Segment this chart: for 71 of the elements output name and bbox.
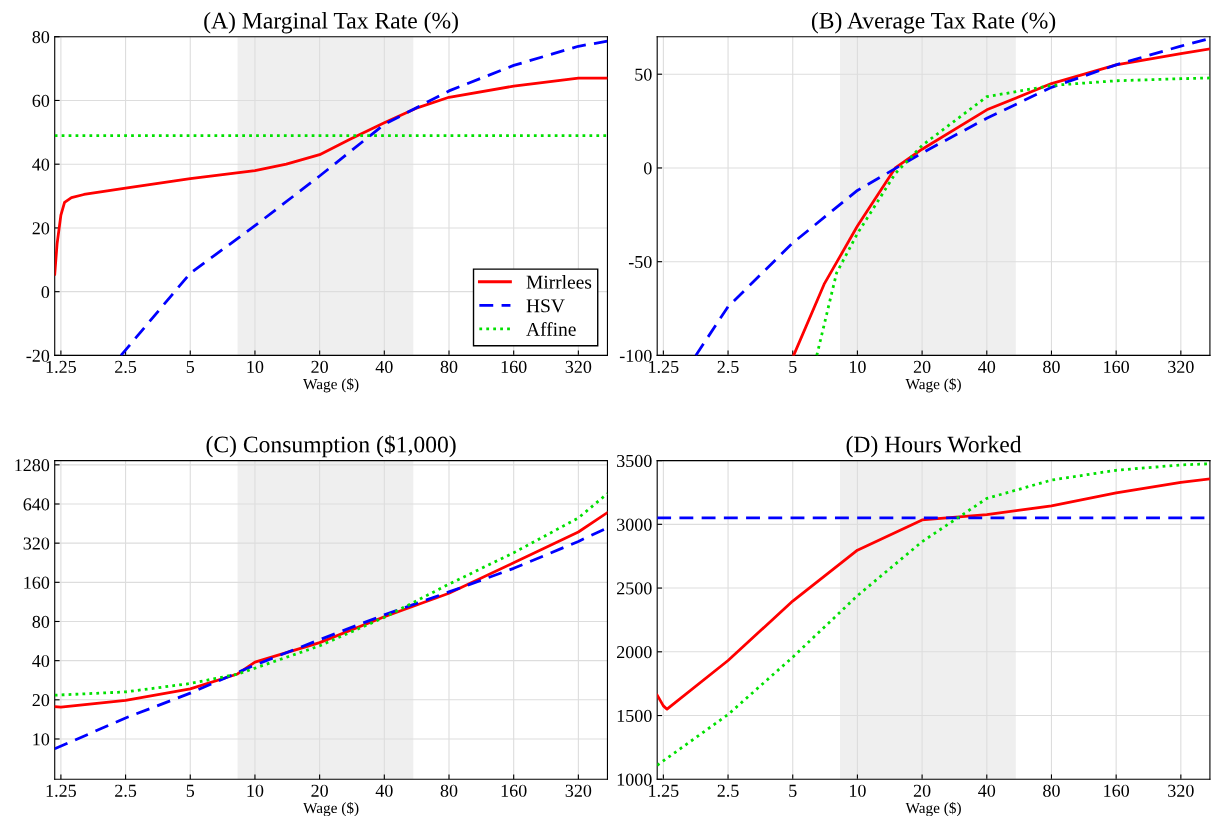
y-tick-label: 10	[33, 733, 50, 746]
x-tick-label: 80	[440, 784, 458, 797]
x-tick-label: 20	[311, 360, 328, 373]
x-tick-label: 160	[501, 360, 527, 373]
y-tick-label: 2000	[617, 646, 652, 659]
x-tick-label: 1.25	[649, 784, 679, 797]
x-axis-title: Wage ($)	[303, 801, 359, 816]
y-tick-label: 320	[23, 537, 50, 550]
x-tick-label: 20	[913, 360, 931, 373]
y-tick-label: 1280	[15, 459, 50, 472]
x-tick-label: 2.5	[115, 784, 137, 797]
legend-label: Mirrlees	[526, 275, 592, 289]
x-tick-label: 40	[375, 784, 393, 797]
x-tick-label: 40	[978, 784, 996, 797]
x-tick-label: 20	[913, 784, 931, 797]
x-axis-title: Wage ($)	[905, 801, 961, 816]
x-tick-label: 5	[789, 784, 797, 797]
x-tick-label: 160	[501, 784, 527, 797]
y-tick-label: 160	[24, 576, 50, 589]
x-tick-label: 2.5	[115, 360, 137, 374]
y-tick-label: 40	[32, 158, 50, 171]
x-tick-label: 80	[440, 360, 458, 373]
y-tick-label: -20	[26, 349, 50, 362]
legend-label: HSV	[526, 299, 565, 313]
y-tick-label: 0	[41, 285, 50, 299]
x-tick-label: 320	[565, 360, 592, 373]
chart-title: (C) Consumption ($1,000)	[206, 435, 456, 458]
y-tick-label: 2500	[617, 582, 652, 595]
y-tick-label: 50	[635, 68, 652, 81]
y-tick-label: 3500	[617, 454, 652, 468]
legend-label: Affine	[526, 322, 576, 336]
y-tick-label: 20	[32, 222, 50, 235]
y-tick-label: -100	[619, 349, 652, 362]
x-tick-label: 320	[1168, 784, 1194, 797]
y-tick-label: 1000	[617, 773, 652, 786]
y-tick-label: 0	[643, 162, 652, 175]
x-tick-label: 20	[311, 784, 328, 797]
x-tick-label: 1.25	[649, 360, 679, 374]
x-tick-label: 1.25	[46, 784, 76, 797]
x-tick-label: 5	[789, 360, 797, 373]
x-tick-label: 80	[1043, 360, 1060, 373]
y-tick-label: 1500	[617, 709, 652, 722]
x-tick-label: 1.25	[46, 360, 76, 374]
x-tick-label: 5	[186, 784, 195, 797]
y-tick-label: 3000	[617, 518, 652, 531]
y-tick-label: 40	[32, 654, 50, 668]
x-tick-label: 10	[849, 360, 866, 373]
x-axis-title: Wage ($)	[303, 378, 359, 393]
y-tick-label: 640	[23, 498, 50, 511]
x-tick-label: 10	[247, 784, 264, 797]
chart-title: (D) Hours Worked	[846, 435, 1022, 458]
x-tick-label: 40	[978, 360, 996, 373]
y-tick-label: 20	[32, 694, 50, 707]
x-tick-label: 2.5	[717, 360, 739, 374]
x-tick-label: 2.5	[717, 784, 739, 797]
y-tick-label: 60	[32, 94, 50, 107]
x-tick-label: 5	[186, 360, 195, 373]
x-tick-label: 320	[565, 784, 592, 797]
x-tick-label: 320	[1168, 360, 1194, 373]
x-axis-title: Wage ($)	[905, 378, 961, 393]
y-tick-label: 80	[32, 30, 50, 44]
x-tick-label: 10	[849, 784, 866, 797]
x-tick-label: 80	[1043, 784, 1060, 797]
x-tick-label: 10	[247, 360, 264, 373]
y-tick-label: 80	[32, 615, 50, 628]
x-tick-label: 40	[375, 360, 393, 373]
x-tick-label: 160	[1104, 360, 1130, 373]
y-tick-label: -50	[628, 255, 652, 269]
x-tick-label: 160	[1104, 784, 1130, 797]
chart-title: (A) Marginal Tax Rate (%)	[204, 12, 458, 34]
chart-title: (B) Average Tax Rate (%)	[811, 12, 1056, 34]
